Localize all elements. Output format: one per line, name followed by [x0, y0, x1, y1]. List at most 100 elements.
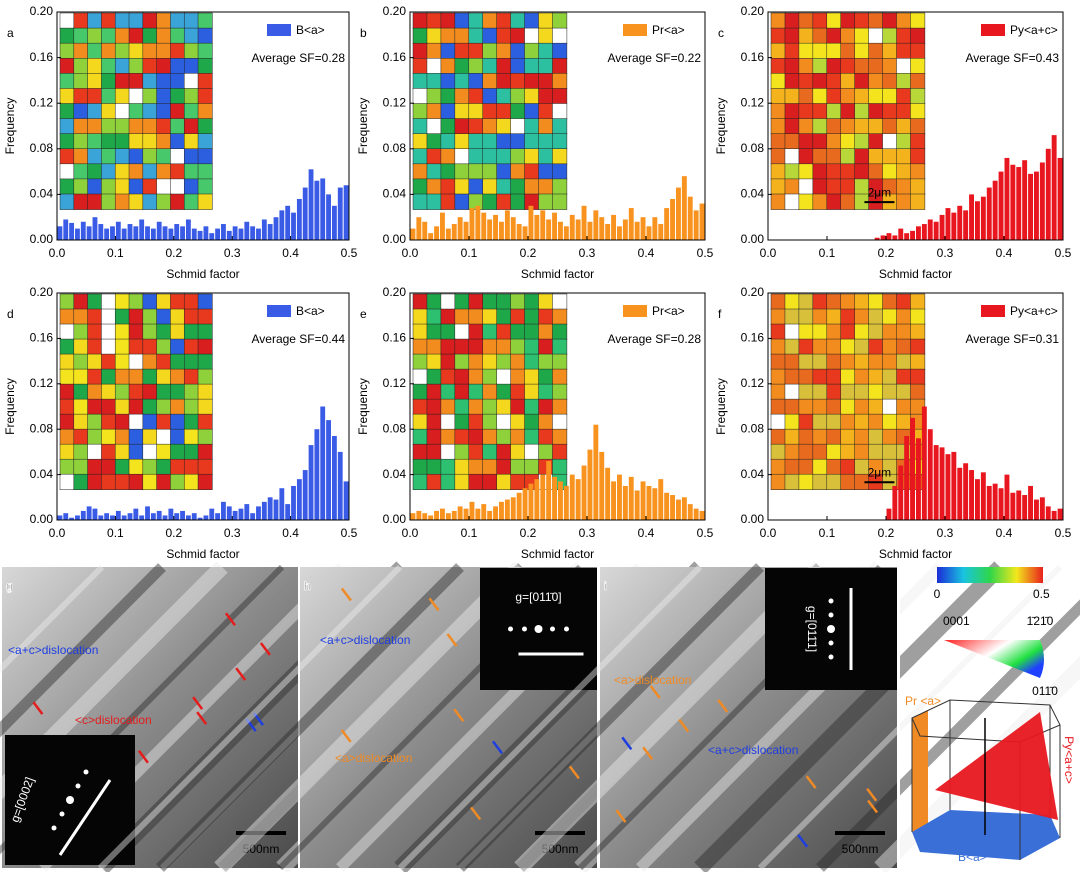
- bar: [617, 226, 622, 240]
- bar: [1045, 506, 1051, 520]
- ebsd-grain: [114, 12, 130, 29]
- ebsd-grain: [798, 57, 814, 75]
- bar: [410, 513, 416, 520]
- ebsd-grain: [156, 178, 172, 195]
- dislocation-arrow: [797, 834, 809, 848]
- bar: [910, 230, 915, 240]
- bar: [481, 212, 487, 240]
- ebsd-grain: [87, 413, 103, 430]
- ebsd-grain: [156, 323, 172, 340]
- bar: [475, 205, 481, 240]
- ebsd-grain: [156, 193, 172, 210]
- ebsd-grain: [496, 473, 512, 490]
- panel-label: i: [604, 579, 607, 593]
- ebsd-grain: [482, 178, 498, 195]
- bar: [886, 508, 892, 520]
- bar: [343, 481, 349, 520]
- ebsd-grain: [910, 88, 926, 105]
- ebsd-grain: [840, 148, 856, 165]
- ebsd-grain: [59, 413, 75, 430]
- legend-swatch: [267, 24, 291, 36]
- ebsd-grain: [170, 57, 185, 75]
- ebsd-grain: [156, 383, 172, 400]
- ebsd-grain: [87, 458, 103, 475]
- bar: [463, 508, 469, 520]
- ebsd-grain: [840, 73, 856, 90]
- bar: [699, 510, 705, 520]
- ebsd-grain: [440, 57, 456, 75]
- ebsd-grain: [510, 42, 526, 59]
- ebsd-grain: [812, 413, 828, 430]
- ebsd-grain: [440, 293, 456, 310]
- ebsd-grain: [440, 42, 456, 59]
- ebsd-grain: [840, 27, 856, 44]
- ebsd-grain: [156, 57, 172, 75]
- bar: [244, 221, 250, 240]
- bar: [98, 224, 104, 240]
- bar: [291, 212, 296, 240]
- plane-label: B<a>: [958, 850, 987, 864]
- ebsd-grain: [826, 293, 842, 310]
- ebsd-grain: [170, 193, 185, 210]
- bar: [921, 406, 927, 520]
- ebsd-grain: [482, 133, 498, 150]
- y-tick-label: 0.12: [383, 95, 407, 109]
- ebsd-grain: [770, 473, 786, 490]
- bar: [416, 510, 422, 520]
- bar: [238, 508, 244, 520]
- ebsd-grain: [868, 323, 884, 340]
- ebsd-grain: [87, 443, 103, 460]
- ebsd-grain: [412, 88, 428, 105]
- ebsd-grain: [197, 473, 213, 490]
- ebsd-grain: [412, 163, 428, 180]
- ebsd-grain: [770, 103, 786, 120]
- ebsd-grain: [170, 398, 185, 415]
- ebsd-grain: [440, 323, 456, 340]
- ebsd-grain: [538, 42, 554, 59]
- ebsd-grain: [552, 383, 568, 400]
- ebsd-grain: [156, 133, 172, 150]
- bar: [110, 515, 115, 520]
- y-axis-label: Frequency: [356, 378, 370, 435]
- prism-base: [912, 810, 1060, 860]
- ebsd-grain: [454, 473, 470, 490]
- bar: [664, 492, 670, 520]
- ebsd-grain: [183, 42, 199, 59]
- bar: [969, 470, 974, 520]
- ebsd-grain: [812, 338, 828, 355]
- ebsd-grain: [183, 338, 199, 355]
- y-tick-label: 0.20: [741, 4, 765, 18]
- y-tick-label: 0.20: [741, 285, 765, 299]
- ebsd-grain: [426, 193, 442, 210]
- ebsd-grain: [496, 383, 512, 400]
- ebsd-grain: [784, 12, 800, 29]
- ebsd-grain: [910, 163, 926, 180]
- ebsd-grain: [197, 398, 213, 415]
- ebsd-grain: [510, 443, 526, 460]
- ebsd-grain: [101, 368, 116, 385]
- ebsd-grain: [496, 42, 512, 59]
- ebsd-grain: [454, 133, 470, 150]
- ebsd-grain: [426, 443, 442, 460]
- ebsd-grain: [197, 383, 213, 400]
- ebsd-grain: [128, 353, 144, 370]
- ebsd-grain: [426, 118, 442, 135]
- ebsd-grain: [524, 398, 540, 415]
- ebsd-grain: [882, 148, 898, 165]
- ebsd-grain: [101, 42, 116, 59]
- ebsd-grain: [426, 293, 442, 310]
- bar: [273, 499, 279, 520]
- ebsd-grain: [142, 353, 158, 370]
- ebsd-grain: [784, 353, 800, 370]
- bar: [232, 510, 238, 520]
- ebsd-grain: [412, 458, 428, 475]
- ebsd-grain: [128, 443, 144, 460]
- bar: [428, 233, 434, 240]
- bar: [150, 228, 156, 240]
- ebsd-grain: [524, 148, 540, 165]
- ebsd-grain: [197, 57, 213, 75]
- ebsd-grain: [59, 353, 75, 370]
- ebsd-grain: [482, 163, 498, 180]
- bar: [457, 506, 463, 520]
- ebsd-grain: [454, 118, 470, 135]
